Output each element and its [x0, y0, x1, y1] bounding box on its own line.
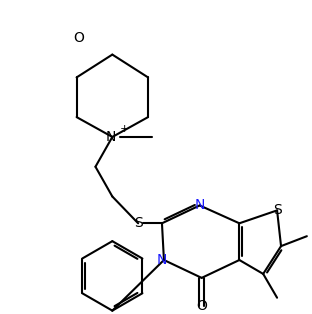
Text: S: S: [273, 203, 281, 217]
Text: O: O: [196, 299, 207, 313]
Text: S: S: [134, 216, 143, 230]
Text: N: N: [105, 130, 115, 144]
Text: N: N: [157, 253, 167, 267]
Text: O: O: [73, 31, 84, 45]
Text: +: +: [119, 124, 129, 134]
Text: N: N: [194, 198, 205, 213]
